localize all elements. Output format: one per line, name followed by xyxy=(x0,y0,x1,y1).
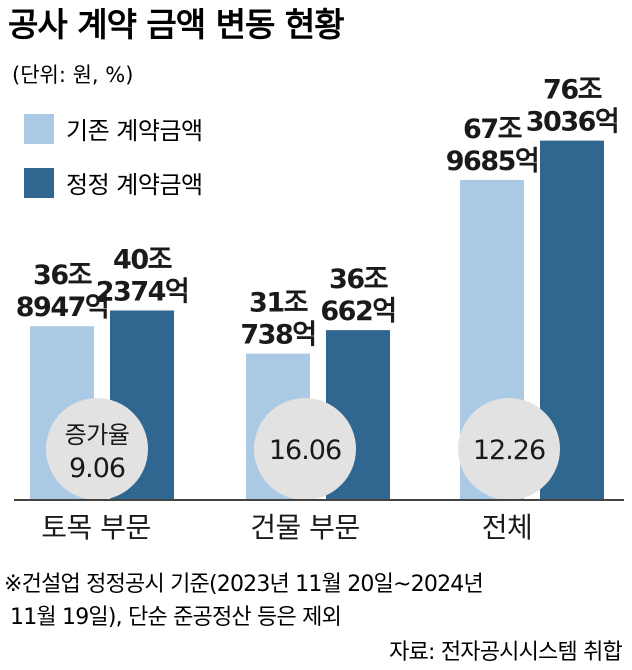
data-label-revised-2-0: 76조 xyxy=(543,75,602,106)
legend: 기존 계약금액 정정 계약금액 xyxy=(24,114,203,199)
data-label-revised-1-1: 662억 xyxy=(320,296,395,327)
category-label-2: 전체 xyxy=(482,511,533,544)
chart-unit: (단위: 원, %) xyxy=(12,63,133,87)
data-label-original-2-1: 9685억 xyxy=(446,146,539,177)
data-label-original-2-0: 67조 xyxy=(463,114,522,145)
legend-swatch-revised xyxy=(24,168,54,198)
increase-rate-value-2: 12.26 xyxy=(473,435,545,466)
increase-rate-circle-1 xyxy=(254,398,356,500)
bar-area: 36조8947억40조2374억증가율9.0631조738억36조662억16.… xyxy=(16,75,620,501)
data-label-original-1-1: 738억 xyxy=(240,320,315,351)
data-label-original-0-0: 36조 xyxy=(33,260,92,291)
legend-label-revised: 정정 계약금액 xyxy=(66,171,203,199)
data-label-revised-0-1: 2374억 xyxy=(96,276,189,307)
chart-title: 공사 계약 금액 변동 현황 xyxy=(8,5,344,44)
footnote-line1: ※건설업 정정공시 기준(2023년 11월 20일~2024년 xyxy=(4,572,483,597)
source-note: 자료: 전자공시시스템 취합 xyxy=(389,640,622,665)
data-label-revised-0-0: 40조 xyxy=(113,244,172,275)
data-label-original-1-0: 31조 xyxy=(249,288,308,319)
increase-rate-circle-0 xyxy=(46,398,148,500)
increase-rate-circle-2 xyxy=(458,398,560,500)
increase-rate-label: 증가율 xyxy=(65,421,130,449)
increase-rate-value-0: 9.06 xyxy=(69,453,125,484)
category-label-0: 토목 부문 xyxy=(41,511,150,544)
data-label-original-0-1: 8947억 xyxy=(16,292,109,323)
data-label-revised-2-1: 3036억 xyxy=(526,107,619,138)
increase-rate-value-1: 16.06 xyxy=(269,435,341,466)
data-label-revised-1-0: 36조 xyxy=(329,264,388,295)
footnote-line2: 11월 19일), 단순 준공정산 등은 제외 xyxy=(10,605,341,630)
legend-label-original: 기존 계약금액 xyxy=(66,117,203,145)
category-label-1: 건물 부문 xyxy=(250,511,359,544)
legend-swatch-original xyxy=(24,114,54,144)
category-labels: 토목 부문 건물 부문 전체 xyxy=(41,511,532,544)
